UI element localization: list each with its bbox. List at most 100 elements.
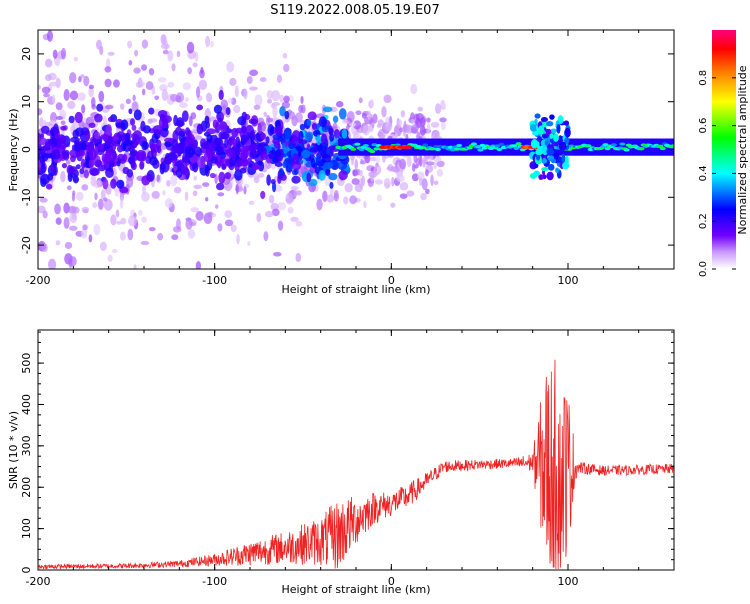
spectrogram-cell [207,211,213,216]
spectrogram-x-tick-label: -100 [202,274,227,287]
spectrogram-cell [63,202,70,214]
spectrogram-cell [310,157,316,168]
spectrogram-cell [546,171,554,181]
spectrogram-cell [167,50,174,62]
spectrogram-cell [79,172,85,178]
spectrogram-cell [141,39,149,49]
spectrogram-cell [248,118,258,125]
spectrogram-cell [279,94,284,103]
spectrogram-cell [151,190,160,199]
spectrogram-cell [199,69,205,79]
spectrogram-cell [88,159,95,168]
spectrogram-cell [119,231,126,241]
spectrogram-cell [231,127,239,138]
spectrogram-cell [218,131,226,140]
spectrogram-cell [541,167,549,172]
spectrogram-cell [190,207,199,213]
spectrogram-cell [537,129,544,135]
spectrogram-cell [173,114,178,127]
spectrogram-cell [110,178,117,189]
spectrogram-cell [373,147,380,151]
spectrogram-cell [89,148,97,161]
snr-y-tick-label: 400 [20,394,33,415]
spectrogram-cell [291,130,301,142]
spectrogram-cell [381,106,387,118]
spectrogram-cell [233,147,242,154]
spectrogram-cell [133,264,137,269]
spectrogram-cell [225,158,230,166]
spectrogram-cell [229,138,239,145]
spectrogram-cell [209,172,216,179]
spectrogram-cell [426,117,431,123]
spectrogram-cell [72,206,80,214]
spectrogram-cell [351,178,360,185]
spectrogram-cell [550,158,557,164]
spectrogram-cell [193,184,202,190]
spectrogram-cell [391,176,395,187]
spectrogram-cell [200,142,210,149]
spectrogram-cell [60,47,67,60]
spectrogram-cell [225,107,231,116]
spectrogram-cell [515,142,522,146]
spectrogram-cell [69,72,77,84]
spectrogram-cell [338,108,347,120]
spectrogram-cell [530,123,537,132]
spectrogram-cell [164,141,173,148]
spectrogram-cell [186,41,195,54]
spectrogram-cell [273,140,281,149]
snr-y-tick-label: 300 [20,435,33,456]
spectrogram-cell [40,163,46,174]
spectrogram-cell [328,125,333,136]
spectrogram-cell [296,190,302,196]
spectrogram-cell [140,120,146,132]
spectrogram-cell [167,81,175,88]
spectrogram-cell [343,196,349,205]
spectrogram-cell [216,111,224,123]
spectrogram-cell [45,183,53,190]
spectrogram-cell [309,147,319,153]
spectrogram-cell [239,167,247,174]
spectrogram-cell [136,149,146,162]
spectrogram-cell [306,172,312,183]
spectrogram-cell [419,154,423,167]
spectrogram-cell [173,186,182,194]
spectrogram-cell [254,94,263,107]
spectrogram-cell [364,153,371,164]
spectrogram-cell [55,217,62,225]
spectrogram-cell [260,190,266,200]
spectrogram-cell [184,191,189,201]
spectrogram-cell [81,228,88,239]
spectrogram-cell [218,89,224,101]
spectrogram-cell [141,64,148,71]
spectrogram-cell [270,202,279,211]
spectrogram-cell [175,168,183,178]
spectrogram-cell [530,139,539,149]
spectrogram-cell [326,194,335,203]
spectrogram-cell [316,134,322,146]
snr-x-label: Height of straight line (km) [281,583,430,596]
spectrogram-cell [293,189,298,198]
spectrogram-cell [170,93,178,102]
spectrogram-cell [556,123,561,134]
spectrogram-cell [178,132,187,143]
spectrogram-cell [224,136,229,148]
spectrogram-cell [272,105,278,118]
spectrogram-cell [283,63,290,73]
spectrogram-cell [471,142,478,146]
spectrogram-cell [104,152,111,162]
spectrogram-cell [75,191,84,201]
spectrogram-cell [114,188,120,197]
spectrogram-cell [271,208,280,217]
colorbar-label: Normalized spectral amplitude [736,65,749,234]
spectrogram-cell [328,173,338,181]
spectrogram-cell [284,110,290,120]
spectrogram-cell [81,206,90,213]
spectrogram-cell [203,151,212,163]
spectrogram-cell [328,145,336,151]
spectrogram-cell [55,102,63,111]
spectrogram-cell [46,30,53,42]
spectrogram-cell [350,155,355,166]
spectrogram-cell [308,178,318,187]
spectrogram-cell [179,102,188,109]
spectrogram-cell [422,143,429,147]
